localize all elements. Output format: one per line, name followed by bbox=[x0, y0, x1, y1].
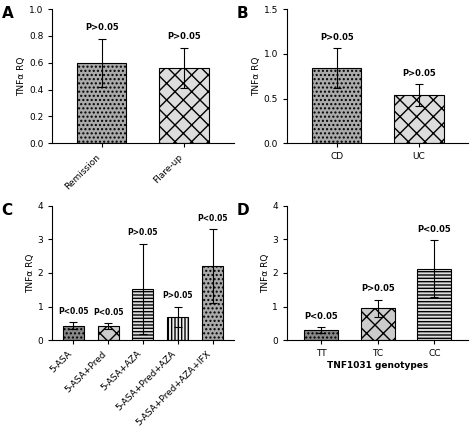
Y-axis label: TNFα RQ: TNFα RQ bbox=[261, 253, 270, 293]
Y-axis label: TNFα RQ: TNFα RQ bbox=[17, 56, 26, 96]
Bar bbox=[77, 63, 127, 143]
Text: P<0.05: P<0.05 bbox=[58, 307, 89, 316]
Text: C: C bbox=[1, 203, 13, 218]
Text: P>0.05: P>0.05 bbox=[128, 228, 158, 237]
Text: P<0.05: P<0.05 bbox=[197, 213, 228, 223]
Text: D: D bbox=[237, 203, 249, 218]
Text: P>0.05: P>0.05 bbox=[85, 23, 118, 32]
Bar bbox=[159, 68, 209, 143]
Bar bbox=[394, 95, 444, 143]
Text: P>0.05: P>0.05 bbox=[361, 284, 395, 293]
Bar bbox=[304, 330, 338, 340]
Bar bbox=[98, 326, 118, 340]
Bar bbox=[202, 266, 223, 340]
Bar bbox=[418, 269, 451, 340]
X-axis label: TNF1031 genotypes: TNF1031 genotypes bbox=[327, 361, 428, 370]
Bar bbox=[132, 289, 154, 340]
Text: P>0.05: P>0.05 bbox=[402, 68, 436, 78]
Text: P<0.05: P<0.05 bbox=[304, 312, 338, 321]
Text: P>0.05: P>0.05 bbox=[163, 291, 193, 300]
Text: P>0.05: P>0.05 bbox=[320, 33, 354, 42]
Text: P<0.05: P<0.05 bbox=[418, 225, 451, 234]
Text: A: A bbox=[1, 6, 13, 21]
Bar bbox=[312, 68, 361, 143]
Text: P<0.05: P<0.05 bbox=[93, 307, 123, 317]
Y-axis label: TNFα RQ: TNFα RQ bbox=[252, 56, 261, 96]
Bar bbox=[63, 326, 84, 340]
Text: B: B bbox=[237, 6, 248, 21]
Bar bbox=[167, 317, 188, 340]
Y-axis label: TNFα RQ: TNFα RQ bbox=[26, 253, 35, 293]
Bar bbox=[361, 308, 395, 340]
Text: P>0.05: P>0.05 bbox=[167, 32, 201, 41]
